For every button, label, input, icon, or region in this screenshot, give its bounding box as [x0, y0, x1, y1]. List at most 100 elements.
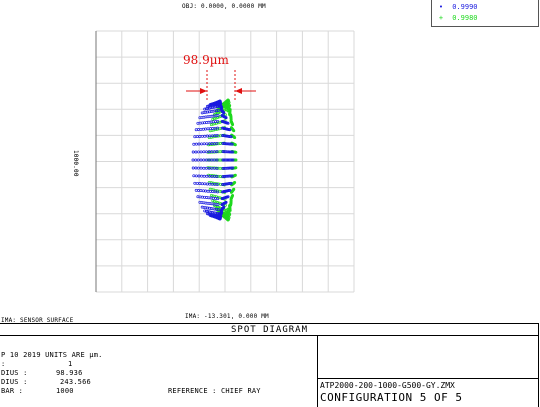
spot-point — [207, 136, 211, 140]
spot-point — [204, 189, 208, 193]
info-label: : — [1, 360, 6, 368]
spot-point — [228, 113, 232, 117]
spot-point — [199, 150, 203, 154]
spot-point — [206, 158, 210, 162]
spot-point — [194, 188, 198, 192]
spot-point — [205, 104, 209, 108]
spot-point — [206, 110, 210, 114]
spot-point — [224, 116, 228, 120]
spot-point — [196, 121, 200, 125]
spot-point — [198, 182, 202, 185]
spot-point — [233, 136, 237, 140]
spot-point — [207, 142, 211, 146]
spot-point — [191, 150, 195, 154]
spot-point — [200, 205, 204, 209]
spot-point — [208, 182, 212, 186]
spot-point — [231, 150, 235, 154]
info-panel: SPOT DIAGRAM P 10 2019 UNITS ARE µm. : 1… — [0, 323, 539, 407]
spot-point — [194, 166, 198, 170]
spot-point — [211, 109, 215, 113]
legend: • 0.9990 + 0.9980 — [431, 0, 539, 27]
spot-point — [214, 213, 218, 217]
spot-point — [226, 121, 230, 125]
spot-point — [207, 110, 211, 114]
spot-point — [212, 166, 216, 170]
spot-point — [197, 174, 201, 178]
spot-point — [199, 189, 203, 193]
spot-point — [195, 135, 199, 139]
spot-point — [202, 150, 206, 154]
spot-point — [215, 150, 219, 154]
spot-point — [215, 158, 219, 162]
spot-point — [200, 142, 204, 146]
spot-point — [197, 166, 200, 170]
spot-point — [196, 195, 200, 199]
spot-point — [208, 189, 212, 193]
spot-size-annotation: 98.9µm — [183, 53, 229, 67]
arrowhead-icon — [235, 88, 242, 94]
spot-point — [233, 143, 237, 147]
rms-radius-value: 98.936 — [56, 369, 83, 377]
spot-point — [194, 174, 198, 178]
spot-point — [200, 182, 204, 186]
spot-point — [205, 142, 209, 146]
spot-point — [209, 193, 213, 197]
spot-point — [229, 117, 233, 121]
geo-radius-value: 243.566 — [60, 378, 91, 386]
spot-point — [213, 207, 217, 211]
spot-point — [199, 127, 203, 131]
spot-point — [207, 166, 211, 170]
divider — [317, 378, 539, 379]
spot-point — [202, 158, 206, 162]
spot-point — [222, 105, 226, 108]
spot-point — [202, 166, 206, 170]
spot-point — [198, 200, 202, 204]
spot-point — [219, 107, 223, 111]
spot-point — [198, 116, 202, 120]
spot-point — [231, 123, 235, 127]
spot-point — [211, 214, 215, 218]
spot-point — [211, 127, 215, 130]
divider — [538, 324, 539, 407]
spot-point — [210, 158, 214, 162]
diagram-title: SPOT DIAGRAM — [230, 325, 309, 335]
spot-point — [231, 158, 235, 162]
legend-item: + 0.9980 — [438, 14, 478, 22]
spot-point — [230, 158, 234, 162]
spot-point — [230, 166, 234, 170]
date-units-line: P 10 2019 UNITS ARE µm. — [1, 351, 103, 359]
spot-point — [193, 181, 197, 185]
scale-bar-label: 1000.00 — [72, 150, 79, 177]
spot-point — [210, 150, 214, 154]
spot-point — [203, 134, 207, 138]
spot-point — [206, 206, 210, 210]
spot-point — [207, 180, 211, 184]
spot-point — [204, 110, 208, 114]
spot-point — [202, 142, 206, 146]
spot-point — [196, 158, 200, 162]
divider — [317, 336, 318, 407]
spot-point — [232, 129, 236, 133]
spot-point — [207, 158, 211, 162]
spot-point — [204, 107, 208, 111]
spot-point — [202, 111, 206, 115]
spot-point — [204, 127, 208, 131]
spot-point — [192, 142, 196, 146]
spot-point — [205, 212, 209, 216]
spot-point — [217, 212, 221, 216]
spot-point — [193, 135, 197, 139]
spot-point — [228, 188, 232, 192]
spot-point — [234, 158, 238, 162]
spot-point — [231, 193, 235, 197]
spot-point — [207, 196, 211, 200]
spot-point — [216, 108, 220, 112]
legend-item: • 0.9990 — [438, 3, 478, 11]
spot-point — [211, 199, 215, 203]
spot-point — [201, 189, 205, 193]
spot-point — [213, 175, 216, 178]
spot-point — [216, 208, 220, 212]
spot-point — [232, 187, 236, 191]
spot-point — [198, 135, 202, 138]
spot-point — [204, 166, 208, 170]
spot-point — [213, 142, 216, 145]
